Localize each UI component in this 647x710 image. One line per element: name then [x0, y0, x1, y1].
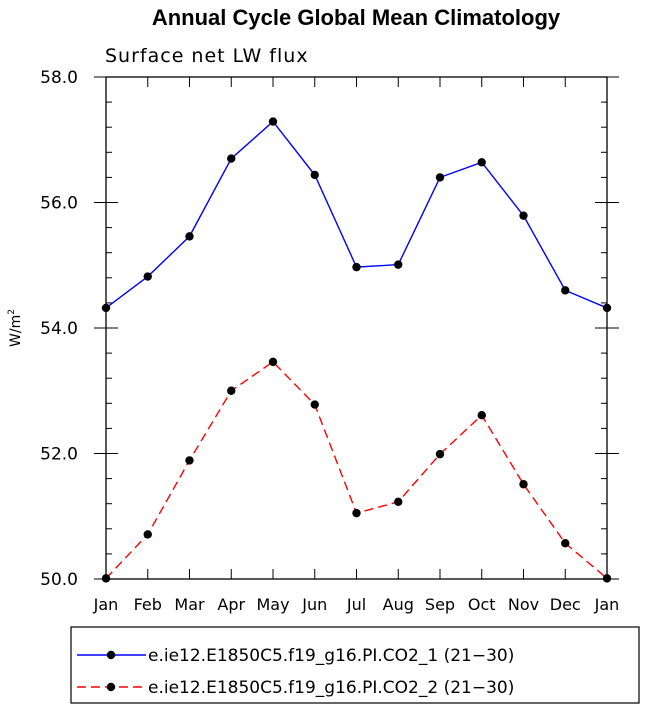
data-point	[602, 303, 612, 313]
data-point	[561, 286, 570, 295]
x-tick-label: Oct	[468, 595, 496, 614]
legend: e.ie12.E1850C5.f19_g16.PI.CO2_1 (21−30) e…	[70, 626, 640, 704]
data-point	[185, 232, 194, 241]
legend-marker	[106, 650, 116, 660]
y-axis-label-text: W/m	[8, 315, 24, 347]
data-point	[561, 539, 570, 548]
series-2	[101, 357, 612, 583]
series-line	[105, 360, 608, 579]
x-axis-tick-labels: Jan Feb Mar Apr May Jun Jul Aug Sep Oct Nov Dec Jan	[93, 595, 620, 614]
data-point	[352, 262, 361, 272]
data-point	[268, 357, 278, 367]
data-point	[602, 574, 612, 583]
x-tick-label: Dec	[550, 595, 581, 614]
y-tick-label: 56.0	[40, 194, 78, 214]
y-tick-label: 52.0	[40, 445, 78, 465]
chart-subtitle: Surface net LW flux	[105, 45, 309, 67]
series-layer	[101, 117, 612, 583]
data-point	[477, 411, 486, 420]
series-1	[101, 117, 612, 313]
legend-box	[70, 626, 640, 704]
y-axis-tick-labels: 50.0 52.0 54.0 56.0 58.0	[40, 68, 78, 590]
data-point	[352, 508, 361, 518]
data-point	[185, 456, 194, 465]
x-tick-label: Aug	[383, 595, 414, 614]
data-point	[477, 158, 486, 167]
y-tick-label: 58.0	[40, 68, 78, 88]
x-tick-label: Feb	[134, 595, 162, 614]
x-tick-label: Sep	[425, 595, 455, 614]
data-point	[227, 154, 236, 163]
legend-items: e.ie12.E1850C5.f19_g16.PI.CO2_1 (21−30) e…	[77, 646, 514, 698]
x-tick-label: Apr	[217, 595, 245, 614]
axis-ticks	[94, 76, 619, 580]
data-point	[143, 272, 152, 281]
data-point	[435, 173, 445, 182]
y-tick-label: 50.0	[40, 570, 78, 590]
data-point	[310, 170, 319, 180]
data-point	[519, 211, 528, 220]
x-tick-label: May	[256, 595, 289, 614]
data-point	[310, 400, 319, 409]
data-point	[143, 530, 152, 539]
data-point	[268, 117, 278, 126]
data-point	[394, 260, 403, 269]
plot-frame	[105, 76, 608, 580]
x-tick-label: Jan	[93, 595, 119, 614]
y-axis-label: W/m2	[7, 309, 24, 347]
y-axis-label-superscript: 2	[7, 309, 17, 315]
x-tick-label: Jul	[346, 595, 366, 614]
legend-label: e.ie12.E1850C5.f19_g16.PI.CO2_2 (21−30)	[148, 678, 514, 698]
data-point	[435, 449, 445, 459]
plot-area: Jan Feb Mar Apr May Jun Jul Aug Sep Oct Nov Dec Jan …	[40, 68, 619, 614]
chart-title: Annual Cycle Global Mean Climatology	[152, 5, 561, 30]
series-line	[105, 120, 608, 309]
data-point	[227, 386, 236, 395]
x-tick-label: Jun	[301, 595, 327, 614]
y-tick-label: 54.0	[40, 319, 78, 339]
data-point	[101, 574, 111, 583]
x-tick-label: Jan	[594, 595, 620, 614]
legend-marker	[106, 682, 116, 692]
legend-label: e.ie12.E1850C5.f19_g16.PI.CO2_1 (21−30)	[148, 646, 514, 666]
x-tick-label: Nov	[508, 595, 539, 614]
data-point	[394, 497, 403, 507]
x-tick-label: Mar	[174, 595, 205, 614]
data-point	[101, 303, 111, 313]
data-point	[519, 480, 528, 489]
